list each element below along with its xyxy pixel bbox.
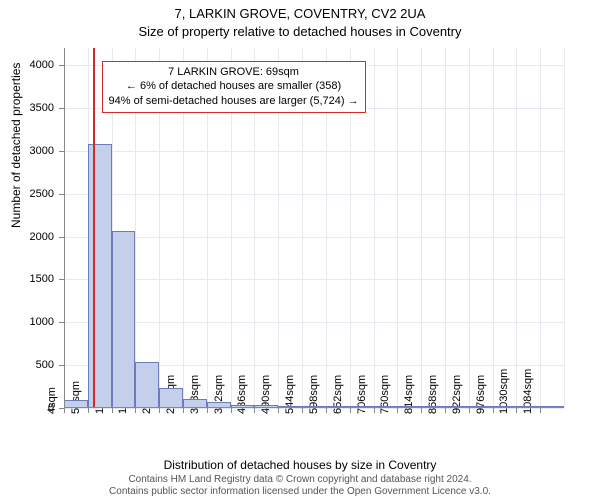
xtick-mark (469, 408, 470, 413)
gridline-v (493, 48, 494, 408)
annotation-box-line: 94% of semi-detached houses are larger (… (109, 94, 359, 109)
xtick-mark (397, 408, 398, 413)
xtick-mark (112, 408, 113, 413)
xtick-label: 490sqm (260, 375, 272, 414)
ytick-label: 3500 (30, 102, 54, 114)
xtick-label: 4sqm (46, 387, 58, 414)
xtick-mark (231, 408, 232, 413)
xtick-label: 868sqm (427, 375, 439, 414)
ytick-label: 2000 (30, 231, 54, 243)
xtick-label: 922sqm (451, 375, 463, 414)
gridline-v (374, 48, 375, 408)
xtick-mark (207, 408, 208, 413)
property-size-chart: 7, LARKIN GROVE, COVENTRY, CV2 2UA Size … (0, 0, 600, 500)
xtick-label: 814sqm (403, 375, 415, 414)
gridline-v (421, 48, 422, 408)
xtick-mark (88, 408, 89, 413)
ytick-label: 500 (36, 359, 54, 371)
gridline-v (540, 48, 541, 408)
footer-line-1: Contains HM Land Registry data © Crown c… (0, 474, 600, 486)
footer-attribution: Contains HM Land Registry data © Crown c… (0, 474, 600, 498)
gridline-v (564, 48, 565, 408)
gridline-h (64, 279, 564, 280)
annotation-box: 7 LARKIN GROVE: 69sqm← 6% of detached ho… (102, 61, 366, 114)
xtick-mark (374, 408, 375, 413)
xtick-mark (183, 408, 184, 413)
y-axis-label: Number of detached properties (9, 63, 23, 228)
histogram-bar (135, 362, 159, 408)
xtick-label: 436sqm (236, 375, 248, 414)
histogram-bar (88, 144, 112, 408)
xtick-mark (135, 408, 136, 413)
xtick-mark (540, 408, 541, 413)
gridline-h (64, 322, 564, 323)
xtick-mark (254, 408, 255, 413)
xtick-mark (278, 408, 279, 413)
ytick-label: 4000 (30, 59, 54, 71)
xtick-mark (159, 408, 160, 413)
gridline-h (64, 237, 564, 238)
xtick-mark (516, 408, 517, 413)
xtick-mark (326, 408, 327, 413)
xtick-mark (64, 408, 65, 413)
xtick-label: 544sqm (284, 375, 296, 414)
xtick-label: 328sqm (189, 375, 201, 414)
annotation-box-line: ← 6% of detached houses are smaller (358… (109, 79, 359, 94)
xtick-label: 652sqm (332, 375, 344, 414)
xtick-mark (302, 408, 303, 413)
annotation-box-line: 7 LARKIN GROVE: 69sqm (109, 65, 359, 80)
xtick-label: 598sqm (308, 375, 320, 414)
chart-title-main: 7, LARKIN GROVE, COVENTRY, CV2 2UA (0, 6, 600, 21)
x-axis-label: Distribution of detached houses by size … (0, 458, 600, 472)
xtick-label: 760sqm (379, 375, 391, 414)
xtick-label: 382sqm (213, 375, 225, 414)
ytick-label: 1000 (30, 316, 54, 328)
ytick-label: 2500 (30, 188, 54, 200)
ytick-label: 3000 (30, 145, 54, 157)
histogram-bar (112, 231, 136, 408)
chart-title-sub: Size of property relative to detached ho… (0, 24, 600, 39)
xtick-mark (421, 408, 422, 413)
xtick-label: 706sqm (356, 375, 368, 414)
xtick-label: 58sqm (70, 381, 82, 414)
annotation-vline (93, 48, 95, 408)
gridline-v (469, 48, 470, 408)
xtick-mark (445, 408, 446, 413)
xtick-mark (493, 408, 494, 413)
ytick-label: 1500 (30, 273, 54, 285)
gridline-v (516, 48, 517, 408)
plot-area: 050010001500200025003000350040004sqm58sq… (64, 48, 564, 408)
gridline-v (445, 48, 446, 408)
gridline-h (64, 194, 564, 195)
y-axis-line (64, 48, 65, 408)
x-axis-line (64, 407, 564, 408)
gridline-h (64, 151, 564, 152)
histogram-bar (159, 388, 183, 408)
xtick-mark (350, 408, 351, 413)
footer-line-2: Contains public sector information licen… (0, 486, 600, 498)
gridline-v (397, 48, 398, 408)
xtick-label: 976sqm (475, 375, 487, 414)
